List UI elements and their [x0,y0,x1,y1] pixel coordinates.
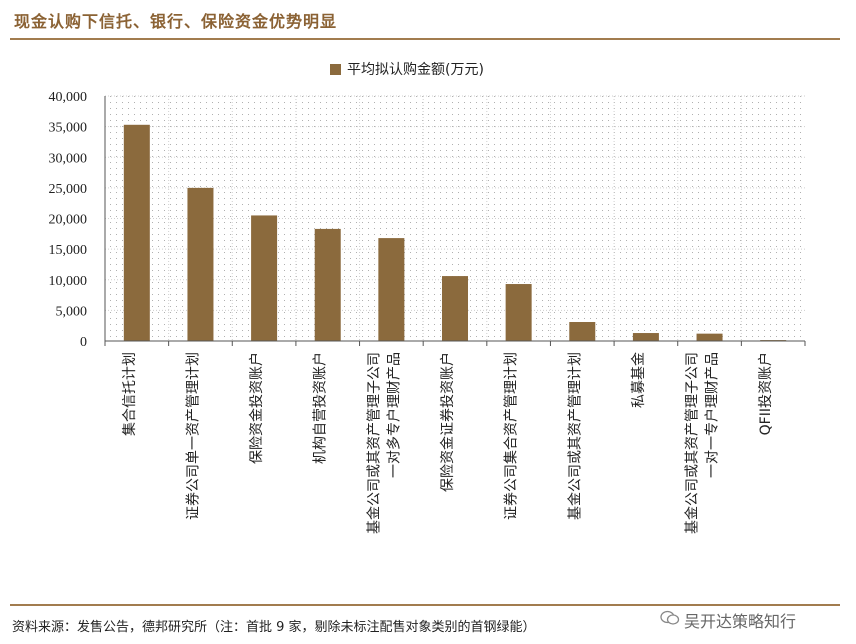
x-category-label: 一对多专户理财产品 [385,352,402,478]
bar [187,187,214,341]
x-category-label: 证券公司集合资产管理计划 [503,352,520,520]
y-tick-label: 20,000 [49,213,88,228]
x-category-label: QFII投资账户 [757,352,774,435]
wechat-icon [660,610,680,631]
bar [442,276,468,341]
bar [632,333,659,341]
bar [505,284,532,341]
bottom-divider [10,604,840,606]
x-category-label: 保险资金投资账户 [248,352,265,464]
y-tick-label: 5,000 [56,304,88,319]
x-category-label: 私募基金 [630,352,647,408]
x-category-label: 保险资金证券投资账户 [439,352,456,492]
y-tick-label: 25,000 [49,182,88,197]
bar [378,238,405,341]
y-tick-label: 35,000 [49,121,88,136]
top-divider [10,38,840,40]
watermark-text: 吴开达策略知行 [684,612,797,631]
y-tick-label: 30,000 [49,151,88,166]
legend-swatch [330,64,341,75]
bar [251,215,278,341]
x-category-label: 机构自营投资账户 [312,352,329,464]
y-tick-label: 10,000 [49,274,88,289]
watermark: 吴开达策略知行 [660,608,796,632]
x-category-label: 基金公司或其资产管理子公司 [365,352,382,534]
bar [569,322,596,341]
x-category-label: 证券公司单一资产管理计划 [185,352,201,520]
x-category-label: 基金公司或其资产管理子公司 [684,352,701,534]
x-category-label: 集合信托计划 [121,352,138,436]
bar [123,124,150,341]
source-note: 资料来源：发售公告，德邦研究所（注：首批 9 家，剔除未标注配售对象类别的首钢绿… [12,620,536,635]
bar [314,228,341,341]
bar [696,333,723,341]
legend-label: 平均拟认购金额(万元) [347,62,484,78]
x-category-label: 基金公司或其资产管理计划 [566,352,583,520]
y-tick-label: 40,000 [49,90,88,105]
page-title: 现金认购下信托、银行、保险资金优势明显 [14,12,338,31]
bar-chart: 平均拟认购金额(万元) 0 5,000 10,000 15,000 20,000 25,0… [49,62,806,534]
y-tick-label: 15,000 [49,243,88,258]
x-category-label: 一对一专户理财产品 [704,352,721,478]
y-tick-label: 0 [80,335,87,350]
